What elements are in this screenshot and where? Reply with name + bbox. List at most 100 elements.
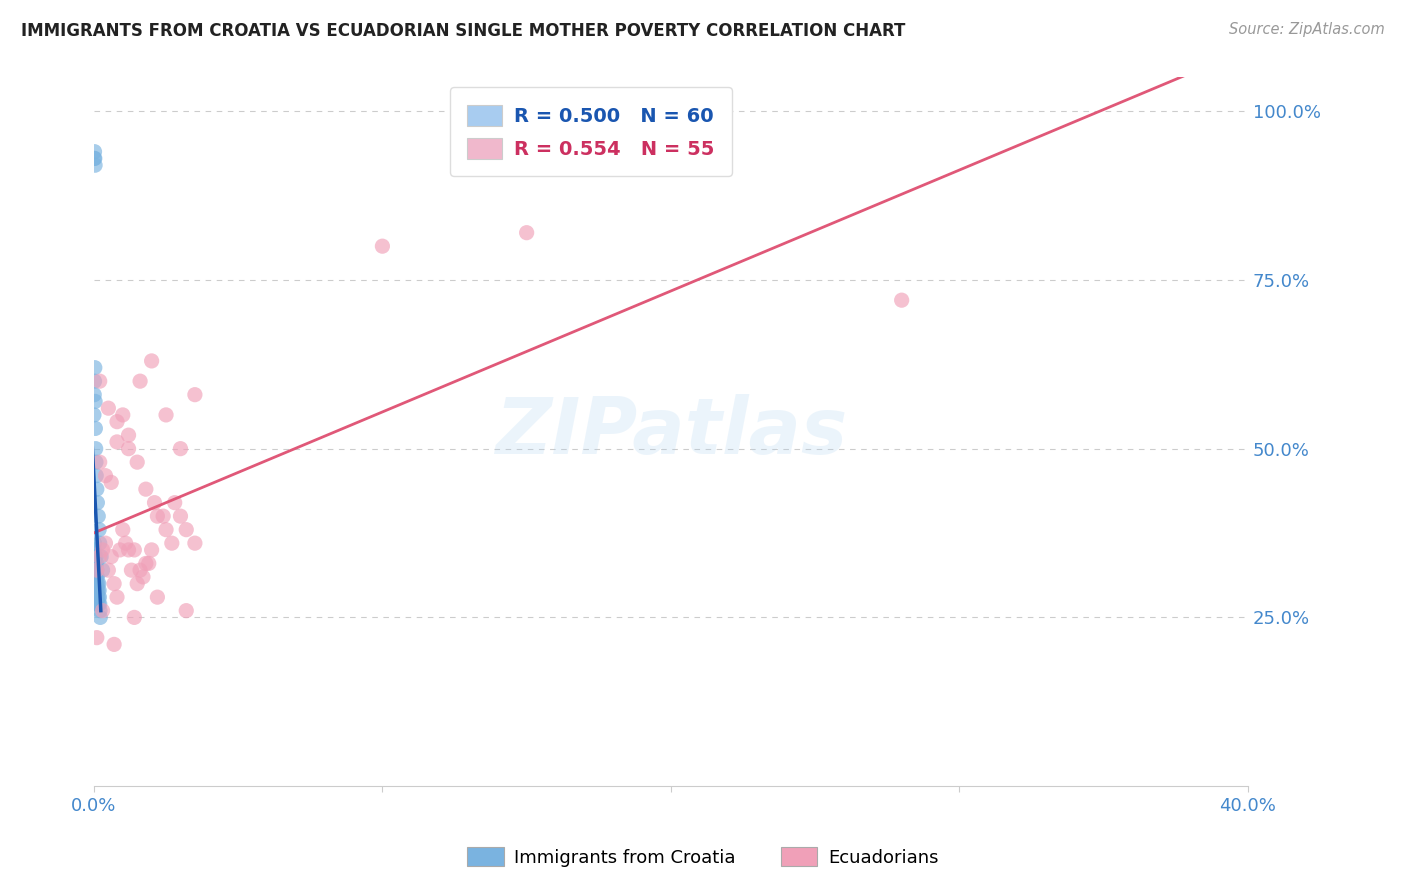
Point [103,637,125,651]
Point [83,590,105,604]
Point [117,542,139,557]
Point [143,496,166,510]
Point [108,542,131,557]
Point [87,583,110,598]
Point [146,509,169,524]
Point [89,455,111,469]
Point [91,542,114,557]
Point [141,542,163,557]
Text: IMMIGRANTS FROM CROATIA VS ECUADORIAN SINGLE MOTHER POVERTY CORRELATION CHART: IMMIGRANTS FROM CROATIA VS ECUADORIAN SI… [21,22,905,40]
Point [105,590,128,604]
Point [97,401,120,416]
Point [83,583,105,598]
Point [86,496,108,510]
Legend: R = 0.500   N = 60, R = 0.554   N = 55: R = 0.500 N = 60, R = 0.554 N = 55 [450,87,733,177]
Point [141,354,163,368]
Point [184,387,207,401]
Point [83,387,105,401]
Point [132,570,155,584]
Point [84,583,107,598]
Point [84,597,107,611]
Point [86,576,108,591]
Point [84,549,107,564]
Point [83,374,105,388]
Legend: Immigrants from Croatia, Ecuadorians: Immigrants from Croatia, Ecuadorians [460,840,946,874]
Point [90,549,112,564]
Point [83,145,105,159]
Point [890,293,912,308]
Point [91,563,114,577]
Point [89,604,111,618]
Point [97,563,120,577]
Point [86,576,108,591]
Point [111,523,134,537]
Point [83,590,105,604]
Point [100,549,122,564]
Point [86,563,108,577]
Point [83,563,105,577]
Point [174,523,197,537]
Point [83,576,105,591]
Point [83,570,105,584]
Point [86,570,108,584]
Text: ZIPatlas: ZIPatlas [495,393,846,470]
Point [83,576,105,591]
Point [89,610,111,624]
Point [111,408,134,422]
Point [84,576,107,591]
Point [83,557,105,571]
Point [87,583,110,598]
Point [84,576,107,591]
Point [83,536,105,550]
Point [89,597,111,611]
Point [117,428,139,442]
Point [86,590,108,604]
Point [117,442,139,456]
Point [87,597,110,611]
Point [124,542,146,557]
Point [84,455,107,469]
Point [103,576,125,591]
Point [114,536,136,550]
Point [184,536,207,550]
Point [105,434,128,449]
Point [160,536,183,550]
Point [86,631,108,645]
Point [371,239,394,253]
Point [84,583,107,598]
Point [84,570,107,584]
Point [129,563,152,577]
Point [91,604,114,618]
Point [89,549,111,564]
Point [87,523,110,537]
Point [127,455,149,469]
Point [152,509,174,524]
Point [169,442,191,456]
Point [84,557,107,571]
Point [135,482,157,496]
Point [84,570,107,584]
Point [84,563,107,577]
Point [100,475,122,490]
Point [129,374,152,388]
Point [86,482,108,496]
Point [84,158,107,172]
Point [86,557,108,571]
Point [127,576,149,591]
Point [87,576,110,591]
Point [83,152,105,166]
Point [89,536,111,550]
Point [84,590,107,604]
Point [138,557,160,571]
Point [83,542,105,557]
Point [84,442,107,456]
Point [94,468,117,483]
Point [135,557,157,571]
Point [155,408,177,422]
Point [163,496,186,510]
Point [120,563,142,577]
Point [84,394,107,409]
Point [84,563,107,577]
Point [105,415,128,429]
Text: Source: ZipAtlas.com: Source: ZipAtlas.com [1229,22,1385,37]
